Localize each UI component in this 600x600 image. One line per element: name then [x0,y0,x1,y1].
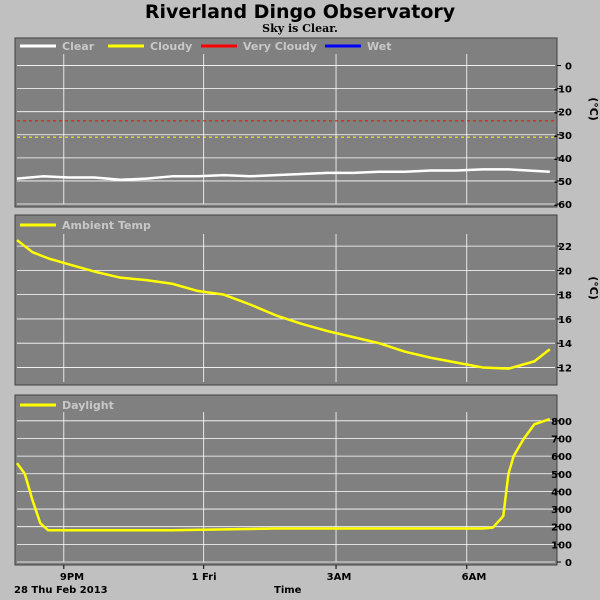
y-tick-label: -30 [554,131,572,142]
y-tick-label: 300 [551,505,572,516]
y-tick-label: 100 [551,540,572,551]
y-tick-label: 0 [565,62,572,73]
y-tick-label: 14 [558,339,572,350]
y-tick-label: 700 [551,434,572,445]
x-tick-label: 6AM [462,572,487,583]
y-tick-label: 200 [551,523,572,534]
y-tick-label: 400 [551,487,572,498]
chart-title: Riverland Dingo Observatory [144,1,456,23]
y-tick-label: 20 [558,266,572,277]
y-tick-label: -50 [554,177,572,188]
plot-area-1 [14,37,558,208]
y-tick-label: -40 [554,154,572,165]
x-tick-label: 3AM [327,572,352,583]
x-tick-label: 9PM [60,572,84,583]
x-tick-label: 1 Fri [192,572,217,583]
legend-label: Ambient Temp [62,219,151,232]
y-tick-label: -60 [554,200,572,211]
y-tick-label: -20 [554,108,572,119]
plot-area-2 [14,214,558,386]
chart-subtitle: Sky is Clear. [262,22,338,35]
legend-label: Daylight [62,399,114,412]
y-tick-label: 0 [565,558,572,569]
y-axis-label: (°C) [587,97,600,121]
legend-label-cloudy: Cloudy [150,40,192,53]
legend-label-wet: Wet [367,40,391,53]
series-line-daylight [15,417,551,532]
series-line-clear [16,168,550,182]
y-tick-label: 22 [558,242,572,253]
y-tick-label: 800 [551,417,572,428]
y-axis-label: (°C) [587,276,600,300]
y-tick-label: 500 [551,470,572,481]
legend-label-very-cloudy: Very Cloudy [243,40,317,53]
date-label: 28 Thu Feb 2013 [14,585,108,596]
legend-label-clear: Clear [62,40,95,53]
series-line-ambient-temp [16,239,551,370]
x-axis-label: Time [274,585,302,596]
y-tick-label: 18 [558,291,572,302]
y-tick-label: 12 [558,363,572,374]
y-tick-label: -10 [554,85,572,96]
y-tick-label: 16 [558,315,572,326]
y-tick-label: 600 [551,452,572,463]
